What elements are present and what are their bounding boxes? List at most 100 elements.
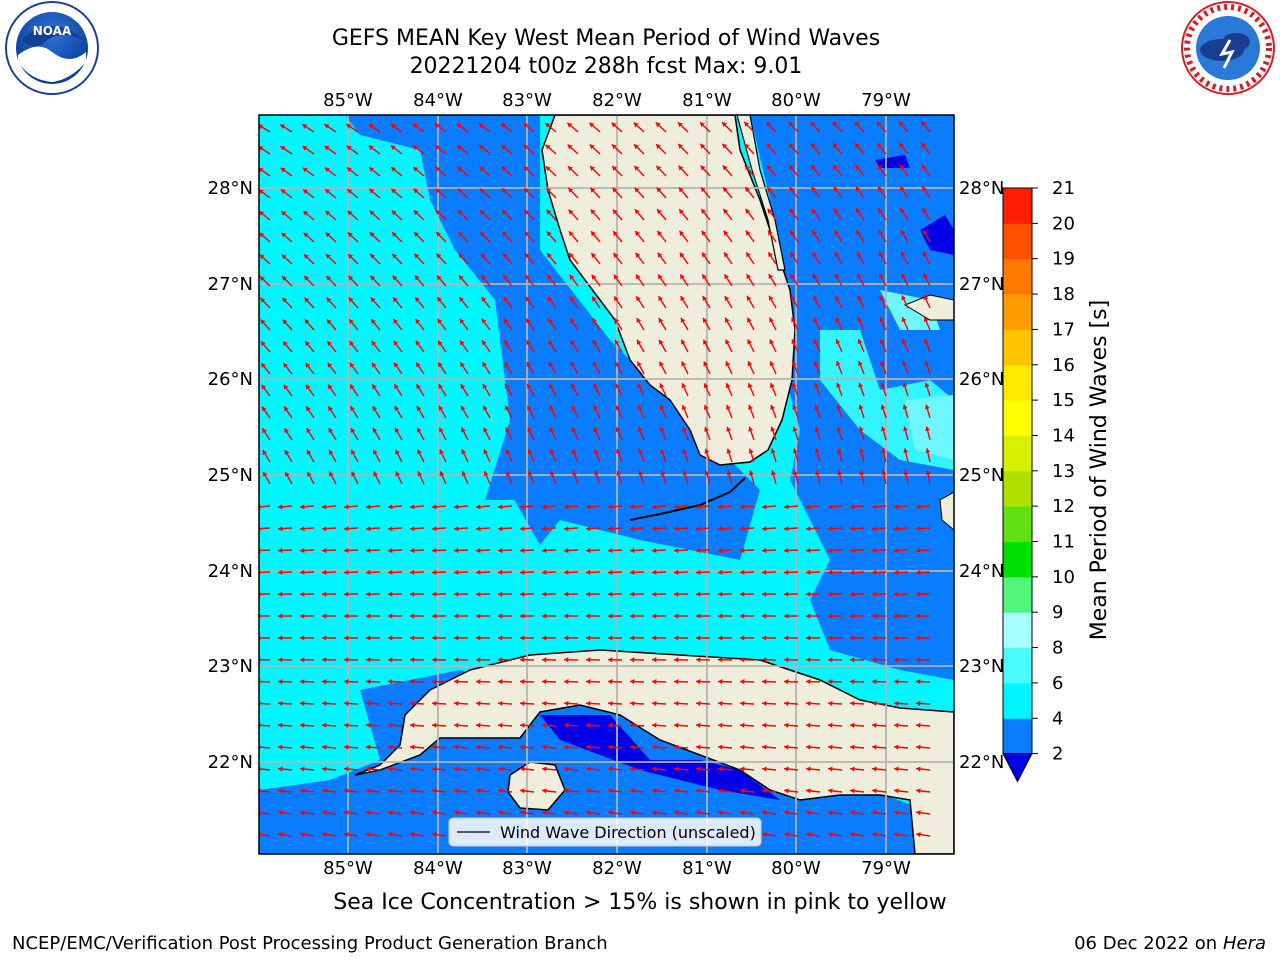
wind-wave-arrow-head: [788, 121, 794, 127]
wind-wave-arrow-head: [300, 832, 305, 838]
wind-wave-arrow-head: [850, 591, 855, 597]
wind-wave-arrow-head: [718, 679, 723, 685]
wind-wave-arrow-head: [454, 613, 459, 619]
wind-wave-arrow-head: [790, 230, 795, 236]
wave-zone-mid: [345, 115, 760, 560]
wind-wave-arrow-head: [834, 252, 840, 258]
noaa-logo: NOAA: [5, 1, 99, 95]
wind-wave-arrow-head: [725, 383, 731, 389]
wind-wave-arrow-head: [504, 383, 510, 389]
wind-wave-arrow-head: [630, 744, 635, 750]
wind-wave-arrow-head: [476, 504, 481, 510]
wind-wave-arrow-head: [745, 187, 750, 193]
wind-wave-arrow-head: [615, 405, 621, 411]
wind-wave-arrow-head: [657, 209, 662, 215]
wind-wave-arrow-head: [414, 275, 420, 281]
wind-wave-arrow-head: [811, 165, 816, 171]
wind-wave-arrow-head: [925, 470, 931, 475]
wind-wave-arrow-head: [564, 504, 569, 510]
wind-wave-arrow-head: [916, 504, 921, 510]
wind-wave-arrow-head: [326, 319, 332, 325]
wind-wave-arrow-head: [784, 547, 789, 554]
wind-wave-arrow-head: [722, 122, 727, 127]
wind-wave-arrow-head: [520, 613, 525, 619]
wind-wave-arrow-head: [370, 297, 376, 303]
wind-wave-arrow-head: [858, 426, 864, 432]
wind-wave-arrow-head: [344, 744, 349, 750]
lon-top-label: 79°W: [861, 90, 911, 111]
wind-wave-arrow-head: [722, 165, 728, 171]
wind-wave-arrow-head: [652, 591, 657, 597]
wind-wave-arrow-head: [916, 700, 921, 707]
wind-wave-arrow-head: [457, 166, 463, 172]
wind-wave-arrow-head: [460, 362, 465, 368]
wind-wave-arrow-head: [366, 591, 371, 597]
wind-wave-arrow-head: [855, 186, 861, 192]
wind-wave-arrow-head: [718, 766, 723, 772]
colorbar-segment: [1003, 647, 1032, 684]
wind-wave-arrow-head: [570, 340, 576, 346]
wind-wave-arrow-head: [792, 382, 797, 388]
wind-wave-arrow-head: [614, 339, 620, 345]
wind-wave-arrow-head: [608, 788, 613, 794]
wind-wave-arrow-head: [704, 426, 709, 432]
wind-wave-arrow-head: [679, 230, 685, 236]
wind-wave-arrow-head: [260, 319, 266, 325]
wind-wave-arrow-head: [278, 832, 283, 838]
wind-wave-arrow-head: [322, 766, 327, 772]
wind-wave-arrow-head: [762, 744, 767, 750]
wind-wave-arrow-head: [726, 448, 732, 454]
wind-wave-arrow-head: [476, 766, 481, 772]
wind-wave-arrow-head: [696, 591, 701, 597]
wind-wave-arrow-head: [349, 362, 355, 368]
wind-wave-arrow-head: [480, 231, 486, 237]
wind-wave-arrow-head: [454, 679, 459, 685]
wind-wave-arrow-head: [858, 360, 863, 366]
wind-wave-arrow-head: [608, 635, 613, 641]
wind-wave-arrow-head: [327, 341, 332, 347]
wind-wave-arrow-head: [590, 166, 595, 171]
wind-wave-arrow-head: [680, 296, 686, 302]
wind-wave-arrow-head: [498, 635, 503, 641]
wind-wave-arrow-head: [681, 339, 686, 345]
wind-wave-arrow-head: [679, 252, 685, 258]
wind-wave-arrow-head: [630, 766, 635, 772]
wind-wave-arrow-head: [306, 449, 312, 455]
wind-wave-arrow-head: [591, 274, 597, 280]
wind-wave-arrow-head: [900, 208, 905, 214]
wind-wave-arrow-head: [630, 504, 635, 510]
wind-wave-arrow: [259, 746, 271, 749]
colorbar-segment: [1003, 258, 1032, 295]
wind-wave-arrow-head: [454, 635, 459, 641]
wind-wave-arrow-head: [547, 253, 552, 259]
wind-wave-arrow-head: [542, 766, 547, 772]
wind-wave-arrow-head: [744, 121, 750, 127]
wind-wave-arrow-head: [348, 254, 353, 259]
wind-wave-arrow-head: [748, 426, 754, 432]
wind-wave-arrow-head: [586, 744, 591, 750]
wind-wave-arrow: [259, 724, 271, 727]
wind-wave-arrow-head: [696, 526, 701, 532]
wind-wave-arrow-head: [630, 810, 635, 816]
wind-wave-arrow-head: [766, 143, 772, 149]
wind-wave-arrow-head: [724, 274, 729, 280]
wind-wave-arrow-head: [586, 722, 591, 728]
wind-wave-arrow-head: [745, 230, 751, 236]
wind-wave-arrow-head: [806, 722, 811, 728]
colorbar-segment: [1003, 188, 1032, 224]
wind-wave-arrow-head: [723, 187, 728, 193]
wind-wave-arrow-head: [814, 426, 820, 432]
wind-wave-arrow-head: [344, 722, 349, 728]
wind-wave-arrow-head: [608, 744, 613, 750]
wind-wave-arrow-head: [542, 635, 547, 641]
wind-wave-arrow-head: [762, 526, 767, 532]
wind-wave-arrow-head: [505, 405, 510, 411]
colorbar-tick-label: 17: [1052, 319, 1075, 340]
wind-wave-arrow-head: [791, 361, 797, 367]
wind-wave-arrow-head: [432, 679, 437, 685]
colorbar-segment: [1003, 541, 1032, 578]
wind-wave-arrow-head: [812, 273, 818, 279]
wind-wave-arrow-head: [571, 405, 577, 411]
wind-wave-arrow-head: [894, 504, 899, 510]
wind-wave-arrow-head: [806, 547, 811, 554]
